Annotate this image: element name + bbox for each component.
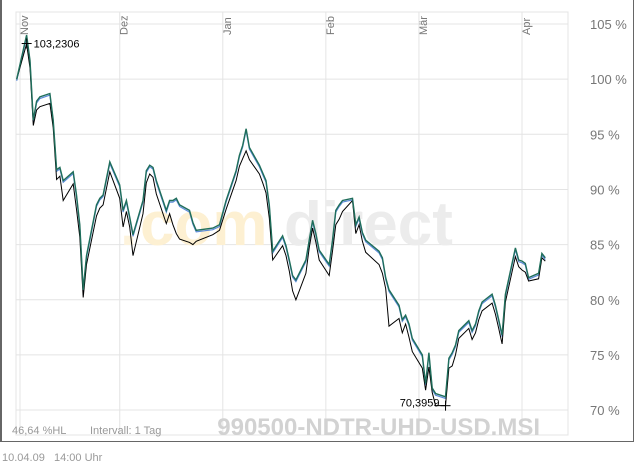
timestamp: 10.04.09 14:00 Uhr — [2, 452, 103, 464]
y-tick-label: 70 % — [590, 403, 620, 418]
high-low-range: 46,64 %HL — [12, 425, 67, 437]
series-lines — [16, 34, 546, 407]
x-tick-label: Mär — [418, 16, 430, 35]
series-line — [16, 34, 546, 398]
x-tick-label: Apr — [521, 18, 533, 35]
x-tick-label: Jan — [222, 17, 234, 35]
grid — [15, 11, 569, 436]
annotations: 103,2306 70,3959 — [21, 38, 451, 411]
axis-labels: 105 % 100 % 95 % 90 % 85 % 80 % 75 % 70 % Nov Dez… — [19, 15, 627, 418]
x-tick-label: Dez — [119, 15, 131, 35]
max-annotation: 103,2306 — [34, 39, 80, 51]
y-tick-label: 85 % — [590, 238, 620, 253]
y-tick-label: 75 % — [590, 348, 620, 363]
interval-label: Intervall: 1 Tag — [90, 425, 162, 437]
watermark-com: com — [140, 190, 267, 259]
y-tick-label: 105 % — [590, 17, 627, 32]
y-tick-label: 80 % — [590, 293, 620, 308]
series-line — [16, 43, 546, 407]
y-tick-label: 100 % — [590, 72, 627, 87]
y-tick-label: 90 % — [590, 182, 620, 197]
min-annotation: 70,3959 — [400, 398, 440, 410]
plot-area — [15, 11, 569, 436]
symbol-watermark: 990500-NDTR-UHD-USD.MSI — [217, 414, 540, 441]
x-tick-label: Nov — [19, 15, 31, 35]
x-tick-label: Feb — [325, 16, 337, 35]
y-tick-label: 95 % — [590, 127, 620, 142]
